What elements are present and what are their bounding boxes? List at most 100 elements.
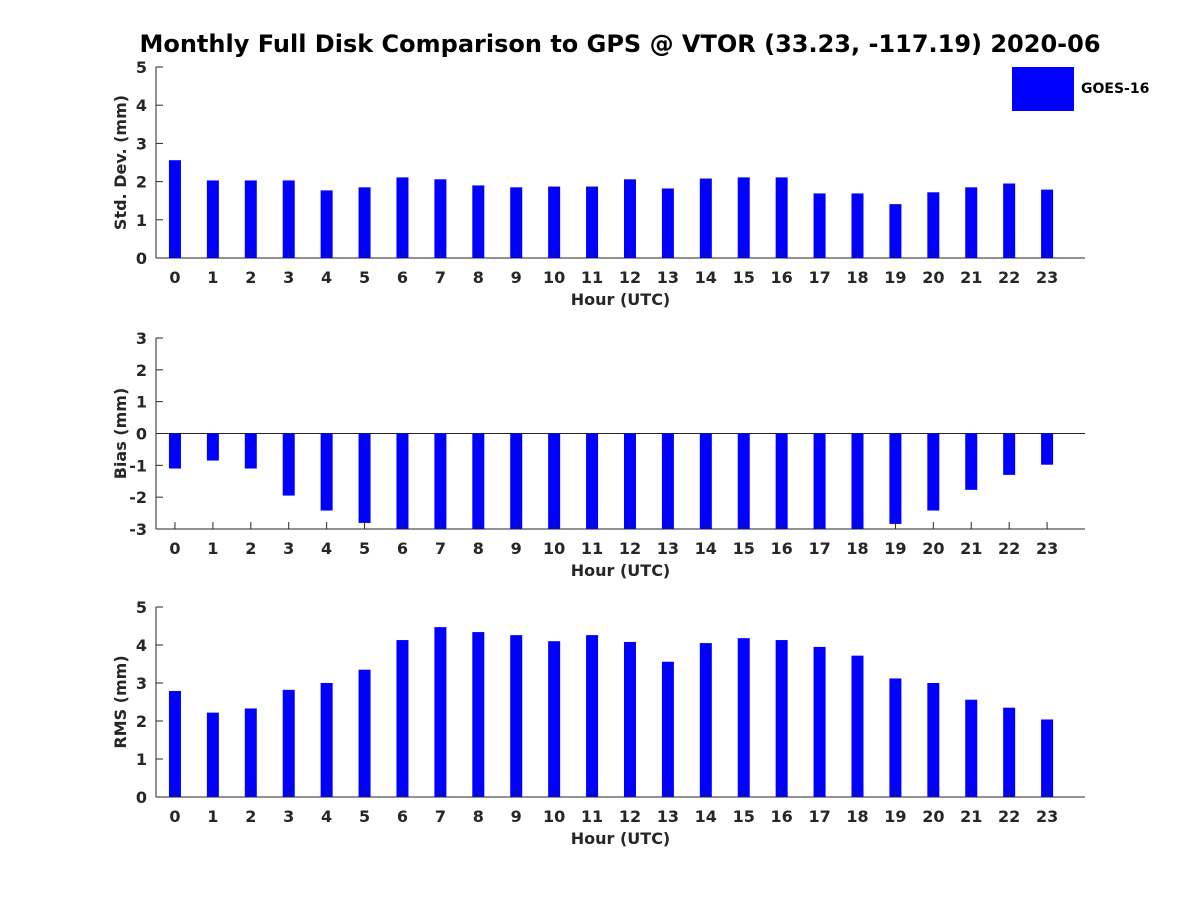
bar	[813, 433, 826, 529]
bar	[927, 433, 940, 511]
bar	[358, 669, 371, 797]
x-tick-label: 11	[581, 807, 603, 826]
bar	[1041, 433, 1054, 465]
bar	[548, 433, 561, 529]
bar	[282, 433, 295, 496]
bar	[775, 433, 788, 529]
x-tick-label: 5	[359, 268, 370, 287]
bar	[661, 661, 674, 797]
x-tick-label: 6	[397, 539, 408, 558]
x-tick-label: 10	[543, 807, 565, 826]
bar	[320, 433, 333, 511]
x-tick-label: 20	[922, 268, 944, 287]
x-tick-label: 21	[960, 268, 982, 287]
y-tick-label: -1	[129, 456, 147, 475]
bar	[282, 180, 295, 258]
x-tick-label: 23	[1036, 539, 1058, 558]
x-tick-label: 8	[473, 807, 484, 826]
x-tick-label: 23	[1036, 268, 1058, 287]
bar	[889, 433, 902, 524]
bar	[1003, 183, 1016, 258]
x-tick-label: 17	[808, 539, 830, 558]
x-tick-label: 10	[543, 539, 565, 558]
x-tick-label: 10	[543, 268, 565, 287]
x-tick-label: 14	[695, 539, 717, 558]
x-tick-label: 13	[657, 268, 679, 287]
bar	[1041, 189, 1054, 258]
y-tick-label: 1	[136, 211, 147, 230]
x-tick-label: 15	[733, 268, 755, 287]
x-tick-label: 11	[581, 268, 603, 287]
bar	[434, 179, 447, 258]
x-tick-label: 11	[581, 539, 603, 558]
x-tick-label: 13	[657, 539, 679, 558]
bar	[244, 180, 257, 258]
x-axis-label: Hour (UTC)	[571, 561, 671, 580]
y-tick-label: 0	[136, 788, 147, 807]
x-tick-label: 18	[846, 539, 868, 558]
bar	[889, 678, 902, 797]
bar	[737, 638, 750, 797]
bar	[168, 690, 181, 797]
bar	[623, 179, 636, 258]
bar	[320, 190, 333, 258]
bar	[927, 683, 940, 797]
bar	[206, 433, 219, 461]
x-tick-label: 8	[473, 268, 484, 287]
y-tick-label: 2	[136, 712, 147, 731]
x-tick-label: 22	[998, 539, 1020, 558]
x-tick-label: 18	[846, 268, 868, 287]
x-tick-label: 9	[511, 539, 522, 558]
bar	[661, 433, 674, 529]
bar	[168, 433, 181, 469]
legend-label: GOES-16	[1081, 81, 1150, 97]
bar	[699, 643, 712, 797]
x-tick-label: 7	[435, 539, 446, 558]
x-tick-label: 19	[884, 268, 906, 287]
bar	[927, 192, 940, 258]
x-tick-label: 3	[283, 539, 294, 558]
x-tick-label: 7	[435, 807, 446, 826]
x-tick-label: 4	[321, 539, 332, 558]
y-tick-label: 3	[136, 134, 147, 153]
bar	[965, 187, 978, 258]
x-tick-label: 0	[169, 807, 180, 826]
bar	[775, 177, 788, 258]
x-tick-label: 1	[207, 807, 218, 826]
x-tick-label: 17	[808, 807, 830, 826]
y-tick-label: 0	[136, 425, 147, 444]
x-tick-label: 0	[169, 539, 180, 558]
x-axis-label: Hour (UTC)	[571, 829, 671, 848]
bar	[661, 188, 674, 258]
y-tick-label: 5	[136, 58, 147, 77]
bar	[623, 433, 636, 529]
x-tick-label: 16	[771, 807, 793, 826]
x-tick-label: 3	[283, 268, 294, 287]
x-tick-label: 6	[397, 268, 408, 287]
bar	[851, 433, 864, 529]
x-tick-label: 13	[657, 807, 679, 826]
bar	[358, 433, 371, 523]
bar	[472, 433, 485, 529]
legend-swatch	[1012, 67, 1074, 111]
y-tick-label: 1	[136, 750, 147, 769]
bar	[244, 433, 257, 469]
x-tick-label: 14	[695, 807, 717, 826]
bar	[510, 433, 523, 529]
y-axis-label: Bias (mm)	[111, 388, 130, 480]
x-tick-label: 16	[771, 539, 793, 558]
legend: GOES-16	[1012, 67, 1149, 111]
x-tick-label: 2	[245, 268, 256, 287]
x-tick-label: 15	[733, 539, 755, 558]
x-tick-label: 8	[473, 539, 484, 558]
bar	[510, 187, 523, 258]
bar	[434, 433, 447, 529]
y-tick-label: 4	[136, 636, 147, 655]
bar	[965, 433, 978, 490]
x-tick-label: 4	[321, 268, 332, 287]
y-tick-label: -2	[129, 488, 147, 507]
y-tick-label: 3	[136, 674, 147, 693]
bar	[548, 641, 561, 797]
x-axis-label: Hour (UTC)	[571, 290, 671, 309]
x-tick-label: 2	[245, 807, 256, 826]
